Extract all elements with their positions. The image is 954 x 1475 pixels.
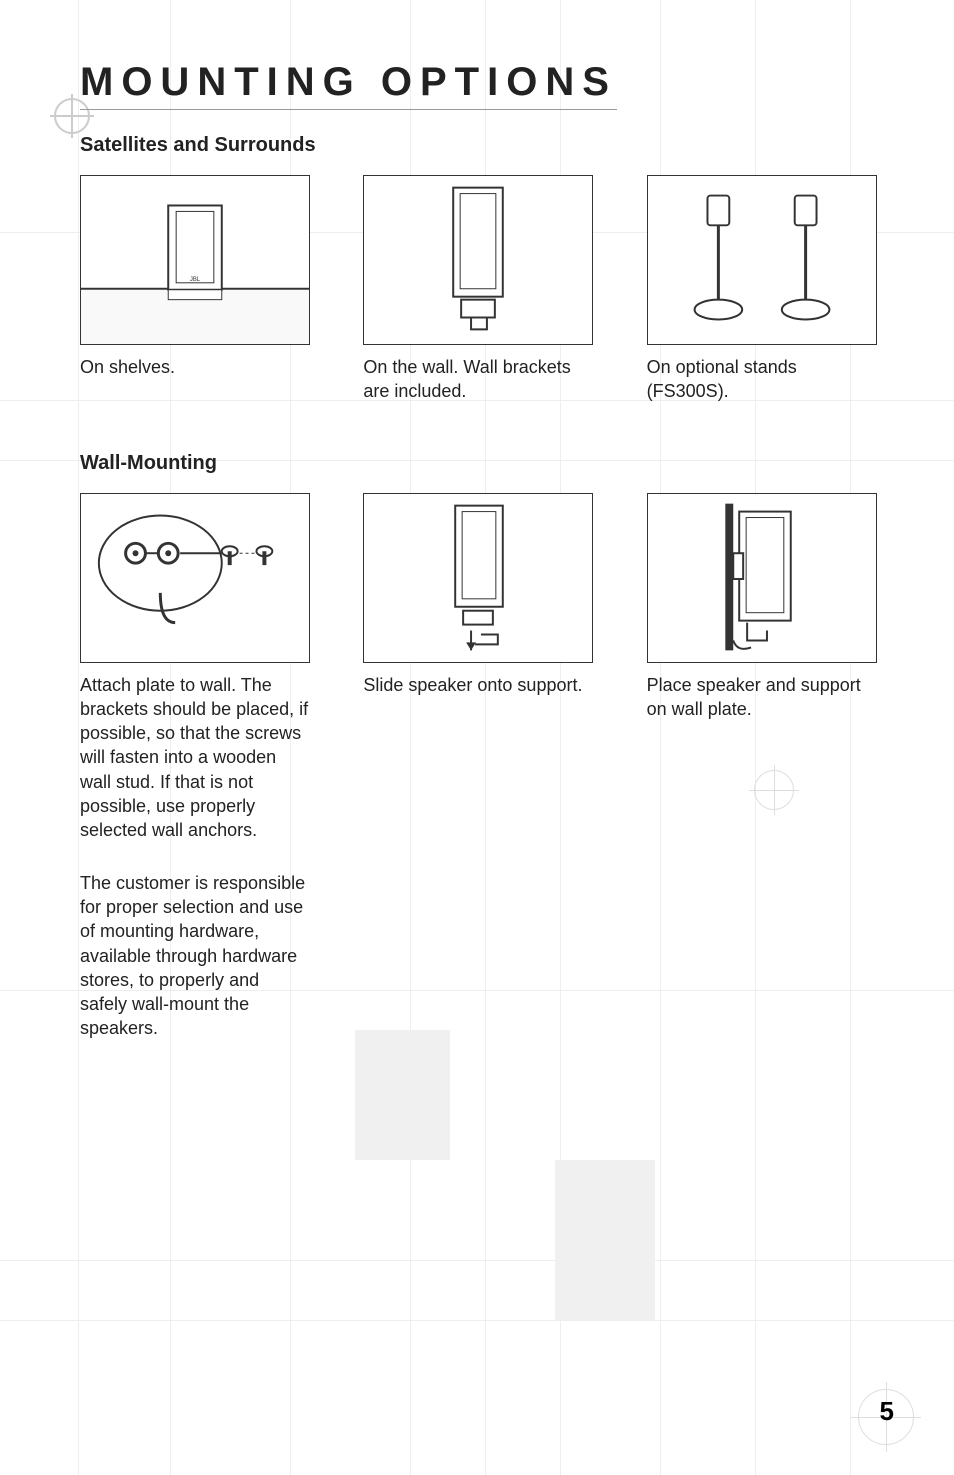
figure-on-shelves: JBL: [80, 175, 310, 345]
svg-text:JBL: JBL: [190, 277, 201, 283]
figure-on-stands: [647, 175, 877, 345]
col-wall: On the wall. Wall brackets are included.: [363, 175, 610, 404]
note-customer-responsible: The customer is respon­sible for proper …: [80, 871, 310, 1041]
figure-place-speaker: [647, 493, 877, 663]
section-heading-satellites: Satellites and Surrounds: [80, 134, 894, 157]
figure-on-wall: [363, 175, 593, 345]
caption-place-speaker: Place speaker and support on wall plate.: [647, 673, 877, 722]
caption-slide-speaker: Slide speaker onto support.: [363, 673, 593, 697]
caption-wall: On the wall. Wall brackets are included.: [363, 355, 593, 404]
page-title: MOUNTING OPTIONS: [80, 60, 617, 110]
col-shelves: JBL On shelves.: [80, 175, 327, 404]
caption-shelves: On shelves.: [80, 355, 310, 379]
col-place-speaker: Place speaker and support on wall plate.: [647, 493, 894, 1041]
page-number: 5: [880, 1396, 894, 1427]
col-slide-speaker: Slide speaker onto support.: [363, 493, 610, 1041]
figure-slide-speaker: [363, 493, 593, 663]
caption-attach-plate: Attach plate to wall. The brackets shoul…: [80, 673, 310, 843]
col-attach-plate: Attach plate to wall. The brackets shoul…: [80, 493, 327, 1041]
row-satellites: JBL On shelves. On the wall. Wall bracke…: [80, 175, 894, 404]
figure-attach-plate: [80, 493, 310, 663]
caption-stands: On optional stands (FS300S).: [647, 355, 877, 404]
row-wallmount: Attach plate to wall. The brackets shoul…: [80, 493, 894, 1041]
page-content: MOUNTING OPTIONS Satellites and Surround…: [0, 0, 954, 1475]
section-heading-wallmount: Wall-Mounting: [80, 452, 894, 475]
col-stands: On optional stands (FS300S).: [647, 175, 894, 404]
